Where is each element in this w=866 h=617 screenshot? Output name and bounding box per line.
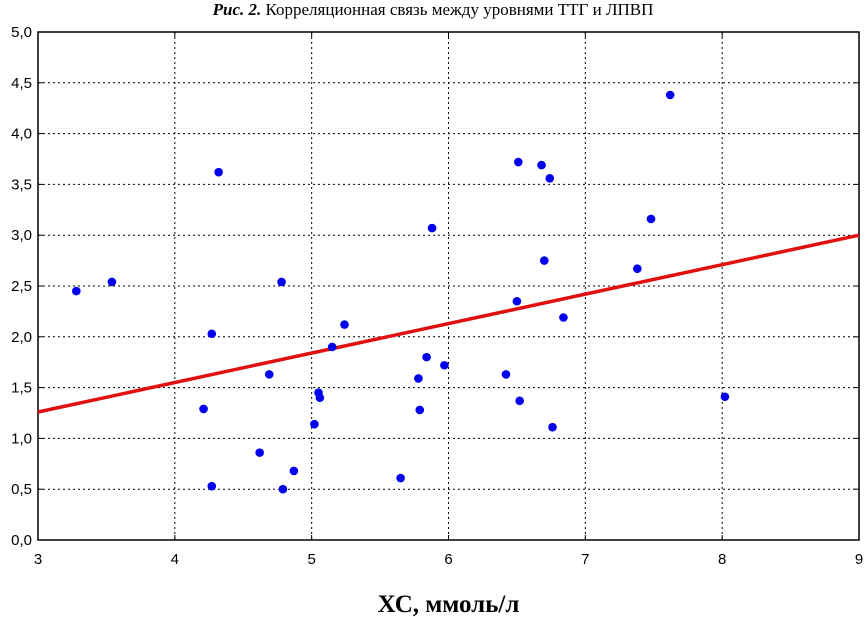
- data-points: [72, 90, 730, 494]
- data-point: [422, 352, 431, 362]
- y-tick-label: 4,0: [11, 126, 32, 143]
- data-point: [207, 329, 217, 339]
- data-point: [278, 484, 288, 494]
- x-tick-label: 5: [307, 551, 315, 568]
- data-point: [548, 422, 557, 432]
- data-point: [72, 286, 81, 296]
- chart-title: Рис. 2. Корреляционная связь между уровн…: [0, 0, 866, 22]
- grid: [38, 32, 859, 540]
- y-tick-label: 5,0: [11, 24, 32, 41]
- x-tick-label: 9: [855, 551, 863, 568]
- data-point: [440, 360, 449, 370]
- y-tick-label: 3,5: [11, 176, 32, 193]
- y-tick-label: 0,0: [11, 532, 32, 549]
- regression-line: [37, 233, 860, 414]
- figure-number: Рис. 2.: [212, 0, 262, 19]
- y-tick-label: 2,5: [11, 278, 32, 295]
- x-tick-label: 4: [171, 551, 179, 568]
- y-tick-label: 0,5: [11, 481, 32, 498]
- data-point: [199, 404, 208, 414]
- data-point: [214, 167, 223, 177]
- data-point: [414, 374, 423, 383]
- x-tick-label: 7: [581, 551, 589, 568]
- data-point: [396, 473, 405, 483]
- data-point: [545, 174, 555, 183]
- data-point: [537, 160, 546, 170]
- y-tick-label: 1,5: [11, 380, 32, 397]
- data-point: [107, 277, 117, 287]
- y-tick-label: 3,0: [11, 227, 32, 244]
- figure-caption: Корреляционная связь между уровнями ТТГ …: [261, 0, 654, 19]
- data-point: [539, 256, 549, 265]
- data-point: [665, 90, 675, 100]
- data-point: [310, 419, 319, 429]
- fit-line-group: [37, 233, 860, 414]
- x-tick-label: 8: [718, 551, 726, 568]
- data-point: [559, 313, 568, 322]
- axes: [37, 31, 860, 541]
- data-point: [515, 396, 524, 406]
- data-point: [720, 392, 730, 402]
- data-point: [327, 342, 337, 352]
- data-point: [340, 320, 349, 329]
- data-point: [277, 277, 286, 287]
- y-tick-label: 4,5: [11, 75, 32, 92]
- data-point: [289, 466, 299, 476]
- data-point: [255, 448, 264, 457]
- data-point: [315, 393, 325, 403]
- y-tick-label: 1,0: [11, 430, 32, 447]
- data-point: [415, 405, 425, 415]
- data-point: [501, 370, 511, 379]
- data-point: [646, 214, 656, 224]
- x-tick-label: 6: [444, 551, 452, 568]
- data-point: [633, 264, 642, 274]
- x-tick-label: 3: [34, 551, 42, 568]
- data-point: [427, 223, 437, 233]
- x-axis-title: ХС, ммоль/л: [378, 591, 520, 617]
- data-point: [512, 296, 522, 306]
- axis-labels: 3 4 5 6 7 8 9 0,0 0,5 1,0 1,5 2,0 2,5 3,0 3,5 4,0 4,5 5,0…: [11, 24, 863, 617]
- plot-frame: [37, 31, 860, 541]
- data-point: [207, 481, 217, 491]
- y-tick-label: 2,0: [11, 329, 32, 346]
- data-point: [264, 370, 274, 379]
- data-point: [513, 157, 523, 167]
